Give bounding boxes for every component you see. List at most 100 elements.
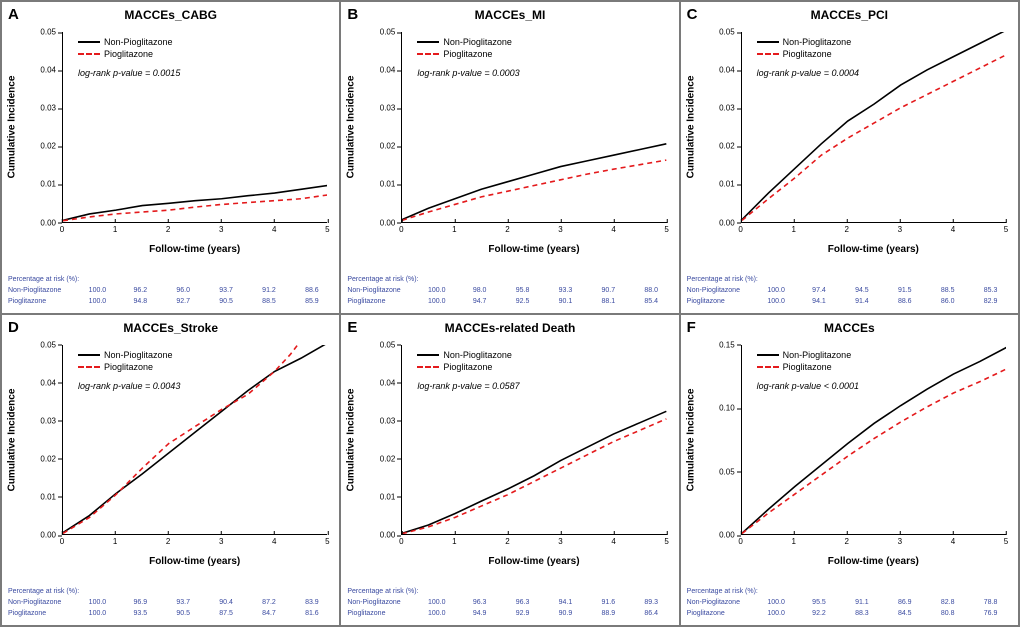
risk-value: 100.0 [76,608,119,619]
series-svg [742,345,1006,535]
risk-value: 93.3 [544,285,587,296]
legend-label: Pioglitazone [783,48,832,60]
legend-label: Non-Pioglitazone [443,349,512,361]
y-tick: 0.04 [380,66,396,75]
pvalue-text: log-rank p-value = 0.0587 [417,381,519,391]
x-tick: 1 [113,537,117,546]
risk-row: Non-Pioglitazone100.097.494.591.588.585.… [687,285,1012,296]
x-ticks: 012345 [401,537,666,553]
legend-item: Non-Pioglitazone [757,36,852,48]
plot-area [741,32,1006,223]
risk-value: 100.0 [76,296,119,307]
x-tick: 0 [399,537,403,546]
x-tick: 0 [738,537,742,546]
panel-title: MACCEs [681,321,1018,335]
risk-value: 88.9 [587,608,630,619]
risk-row: Pioglitazone100.094.992.990.988.986.4 [347,608,672,619]
x-tick: 3 [558,537,562,546]
x-tick: 4 [611,537,615,546]
pvalue-text: log-rank p-value < 0.0001 [757,381,859,391]
risk-row: Non-Pioglitazone100.096.296.093.791.288.… [8,285,333,296]
series-svg [63,32,327,222]
legend-label: Non-Pioglitazone [783,36,852,48]
legend-label: Non-Pioglitazone [783,349,852,361]
x-tick: 5 [1004,537,1008,546]
legend: Non-PioglitazonePioglitazone [78,349,173,373]
risk-value: 91.2 [248,285,291,296]
y-tick: 0.02 [380,142,396,151]
x-tick: 5 [325,225,329,234]
legend-swatch [78,354,100,356]
x-tick: 2 [166,225,170,234]
risk-value: 94.7 [458,296,501,307]
legend-swatch [78,41,100,43]
risk-value: 100.0 [755,296,798,307]
y-tick: 0.05 [380,28,396,37]
y-tick: 0.04 [40,66,56,75]
y-tick: 0.04 [380,378,396,387]
series-svg [402,345,666,535]
risk-value: 90.7 [587,285,630,296]
risk-row: Non-Pioglitazone100.096.993.790.487.283.… [8,597,333,608]
risk-value: 96.0 [162,285,205,296]
x-tick: 2 [845,537,849,546]
risk-value: 84.7 [248,608,291,619]
y-tick: 0.02 [40,454,56,463]
risk-value: 95.8 [501,285,544,296]
panel-f: FMACCEsCumulative IncidenceNon-Pioglitaz… [680,314,1019,627]
x-tick: 4 [272,225,276,234]
risk-table: Percentage at risk (%):Non-Pioglitazone1… [687,588,1012,619]
y-tick: 0.04 [719,66,735,75]
figure-grid: AMACCEs_CABGCumulative IncidenceNon-Piog… [0,0,1020,627]
risk-value: 93.5 [119,608,162,619]
x-tick: 1 [791,225,795,234]
risk-value: 76.9 [969,608,1012,619]
series-line [742,347,1006,533]
x-tick: 4 [272,537,276,546]
x-tick: 1 [452,225,456,234]
panel-e: EMACCEs-related DeathCumulative Incidenc… [340,314,679,627]
plot-area [401,345,666,536]
legend-label: Pioglitazone [104,361,153,373]
series-svg [63,345,327,535]
x-tick: 3 [219,537,223,546]
risk-row-label: Pioglitazone [687,608,755,619]
plot-area [741,345,1006,536]
legend-item: Non-Pioglitazone [417,349,512,361]
legend-swatch [417,53,439,55]
legend-swatch [757,41,779,43]
risk-value: 85.9 [290,296,333,307]
risk-value: 90.5 [162,608,205,619]
risk-value: 88.5 [248,296,291,307]
panel-title: MACCEs_PCI [681,8,1018,22]
legend-swatch [417,41,439,43]
risk-value: 96.2 [119,285,162,296]
y-tick: 0.03 [40,104,56,113]
risk-value: 83.9 [290,597,333,608]
y-tick: 0.03 [380,416,396,425]
risk-value: 100.0 [755,597,798,608]
risk-value: 86.0 [926,296,969,307]
legend-item: Non-Pioglitazone [78,349,173,361]
risk-value: 100.0 [76,285,119,296]
y-ticks: 0.000.010.020.030.040.05 [2,32,60,223]
legend-label: Pioglitazone [443,48,492,60]
y-tick: 0.05 [719,467,735,476]
x-tick: 0 [738,225,742,234]
series-svg [402,32,666,222]
y-tick: 0.03 [719,104,735,113]
series-line [742,55,1006,221]
legend-swatch [757,354,779,356]
pvalue-text: log-rank p-value = 0.0004 [757,68,859,78]
y-tick: 0.01 [380,180,396,189]
legend-label: Non-Pioglitazone [104,349,173,361]
risk-value: 91.1 [840,597,883,608]
risk-value: 94.1 [544,597,587,608]
risk-row-label: Pioglitazone [347,608,415,619]
legend-item: Pioglitazone [757,48,852,60]
risk-table: Percentage at risk (%):Non-Pioglitazone1… [347,276,672,307]
risk-value: 88.3 [840,608,883,619]
legend-swatch [417,366,439,368]
risk-value: 93.7 [162,597,205,608]
risk-row: Non-Pioglitazone100.096.396.394.191.689.… [347,597,672,608]
